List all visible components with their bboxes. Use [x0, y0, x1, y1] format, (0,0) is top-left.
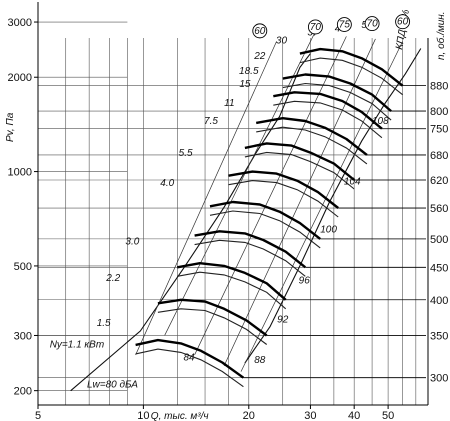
power-curve-400: [177, 271, 287, 310]
efficiency-circle: [336, 17, 352, 32]
efficiency-line: [223, 38, 376, 366]
power-curve-500: [209, 210, 321, 249]
power-label: 22: [253, 51, 266, 62]
speed-tick-label: 750: [430, 124, 448, 136]
noise-label: 104: [344, 176, 361, 187]
speed-tick-label: 500: [430, 234, 448, 246]
x-tick-label: 5: [35, 410, 41, 421]
power-curve-680: [256, 126, 368, 165]
pressure-curve-880: [299, 47, 404, 87]
power-unit-label: Ny=1.1 кВт: [50, 339, 104, 350]
efficiency-label: 60: [254, 26, 266, 37]
efficiency-label: 70: [310, 22, 322, 33]
y-tick-label: 500: [14, 261, 32, 273]
power-label: 30: [276, 36, 288, 47]
y-axis-label: Pv, Па: [5, 112, 16, 142]
efficiency-circle: [364, 16, 380, 32]
speed-tick-label: 620: [430, 175, 448, 187]
x-tick-label: 10: [137, 410, 149, 421]
pressure-curve-500: [209, 200, 321, 240]
frame-layer: [34, 2, 429, 409]
efficiency-label: 75: [339, 20, 351, 31]
power-curve-350: [157, 308, 268, 345]
pressure-curve-300: [135, 338, 245, 379]
power-curve-620: [244, 151, 355, 190]
speed-tick-label: 880: [430, 81, 448, 93]
power-label: 4.0: [160, 178, 174, 189]
power-label: 1.5: [97, 318, 111, 329]
noise-label: 84: [183, 352, 195, 363]
efficiency-circle: [252, 23, 268, 39]
x-tick-label: 30: [304, 410, 316, 421]
x-tick-label: 50: [382, 410, 394, 421]
pressure-curve-750: [273, 91, 383, 130]
power-curve-750: [273, 100, 383, 139]
noise-unit-label: Lw=80 дБА: [87, 379, 138, 390]
pressure-curve-450: [194, 230, 307, 269]
efficiency-circle: [395, 14, 411, 30]
speed-tick-label: 300: [430, 373, 448, 385]
speed-tick-label: 560: [430, 203, 448, 215]
power-curve-300: [135, 348, 244, 388]
power-label: 3.0: [125, 237, 139, 248]
efficiency-label: 60: [397, 17, 409, 28]
y-tick-label: 200: [14, 386, 32, 398]
power-label: 7.5: [204, 116, 218, 127]
efficiency-circle: [307, 19, 323, 35]
power-curve-800: [282, 82, 392, 121]
pressure-curve-560: [228, 170, 339, 209]
efficiency-label: 70: [367, 19, 379, 30]
noise-label: 92: [277, 314, 289, 325]
efficiency-line: [164, 31, 316, 336]
x-tick-label: 40: [348, 410, 360, 421]
speed-tick-label: 450: [430, 262, 448, 274]
y-tick-label: 1000: [8, 167, 32, 179]
pressure-curve-800: [282, 73, 392, 113]
noise-label: 88: [254, 355, 266, 366]
power-label: 15: [239, 79, 251, 90]
y-tick-label: 300: [14, 330, 32, 342]
speed-tick-label: 350: [430, 330, 448, 342]
speed-tick-label: 400: [430, 295, 448, 307]
label-layer: 200 300 500 1000 2000 3000 5 10 20 30 40 50 Q, тыс. …: [5, 9, 448, 421]
noise-label: 96: [299, 275, 311, 286]
power-curve-560: [228, 180, 339, 218]
right-axis-label: n, об./мин.: [435, 11, 447, 60]
y-tick-label: 2000: [8, 72, 32, 84]
curve-layer: [70, 31, 426, 392]
speed-tick-label: 800: [430, 106, 448, 118]
power-curve-450: [194, 239, 306, 277]
noise-label: 108: [372, 116, 389, 127]
x-axis-label: Q, тыс. м³/ч: [151, 411, 209, 421]
power-label: 5.5: [179, 148, 193, 159]
speed-tick-label: 680: [430, 150, 448, 162]
power-label: 18.5: [239, 66, 259, 77]
pressure-curve-620: [244, 142, 355, 181]
power-curve-880: [299, 57, 403, 96]
power-label: 2.2: [105, 273, 120, 284]
pressure-curve-400: [177, 262, 287, 301]
efficiency-line: [194, 36, 347, 356]
x-tick-label: 20: [243, 410, 255, 421]
y-tick-label: 3000: [8, 17, 32, 29]
power-label: 11: [224, 98, 234, 109]
noise-label: 100: [320, 224, 337, 235]
pressure-curve-680: [255, 117, 368, 156]
pressure-curve-350: [157, 298, 268, 337]
